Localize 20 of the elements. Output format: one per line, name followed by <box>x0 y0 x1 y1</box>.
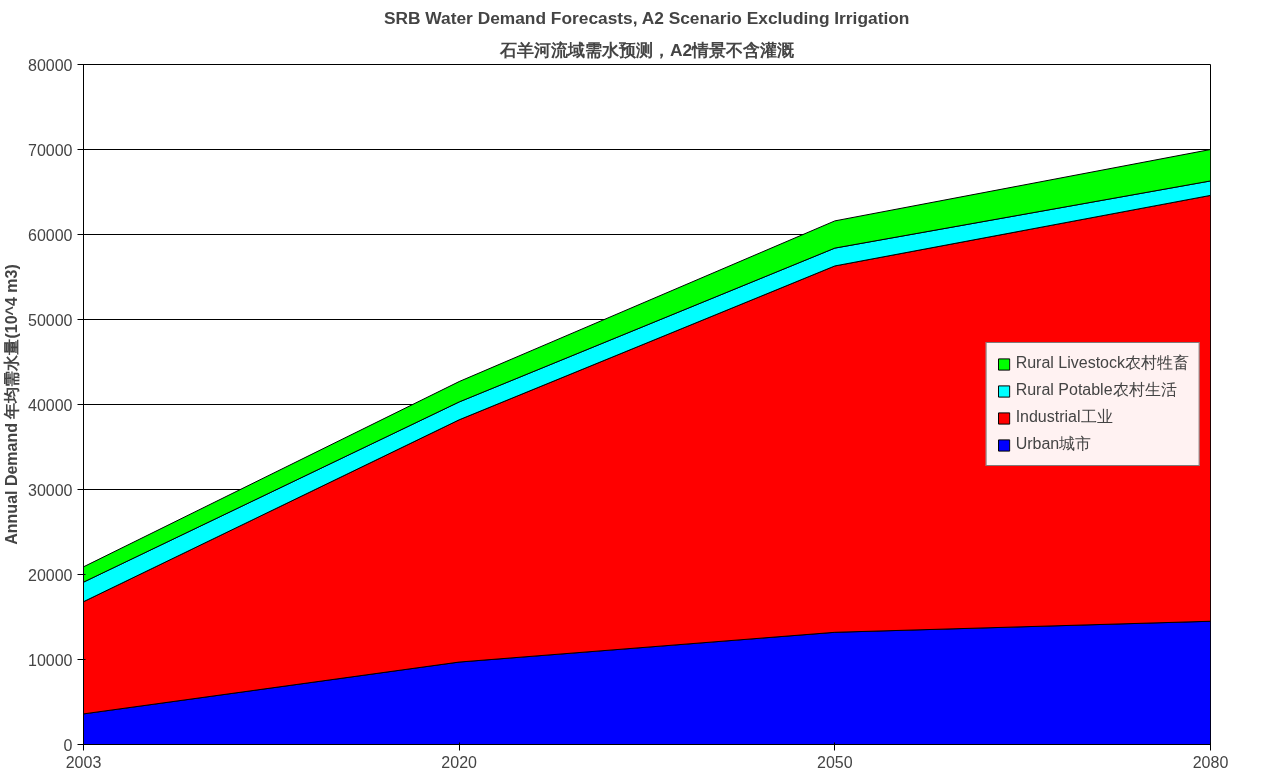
y-tick-label: 10000 <box>28 651 73 669</box>
chart-subtitle: 石羊河流域需水预测，A2情景不含灌溉 <box>498 39 796 60</box>
y-tick-label: 80000 <box>28 56 73 74</box>
x-tick-label: 2080 <box>1192 753 1229 771</box>
y-axis-title: Annual Demand 年均需水量(10^4 m3) <box>3 264 21 545</box>
legend-label: Industrial工业 <box>1015 407 1113 427</box>
x-tick-label: 2003 <box>65 753 102 771</box>
legend-label: Rural Livestock农村牲畜 <box>1015 353 1189 373</box>
x-tick-label: 2020 <box>441 753 478 771</box>
y-tick-label: 60000 <box>28 226 73 244</box>
chart-title: SRB Water Demand Forecasts, A2 Scenario Excluding Irrigation <box>383 7 910 28</box>
y-tick-label: 20000 <box>28 566 73 584</box>
y-tick-label: 0 <box>63 736 73 754</box>
y-tick-label: 30000 <box>28 481 73 499</box>
legend-label: Urban城市 <box>1015 434 1092 454</box>
y-tick-label: 50000 <box>28 311 73 329</box>
y-tick-label: 70000 <box>28 141 73 159</box>
y-tick-label: 40000 <box>28 396 73 414</box>
x-tick-label: 2050 <box>817 753 853 771</box>
legend-label: Rural Potable农村生活 <box>1015 380 1177 400</box>
